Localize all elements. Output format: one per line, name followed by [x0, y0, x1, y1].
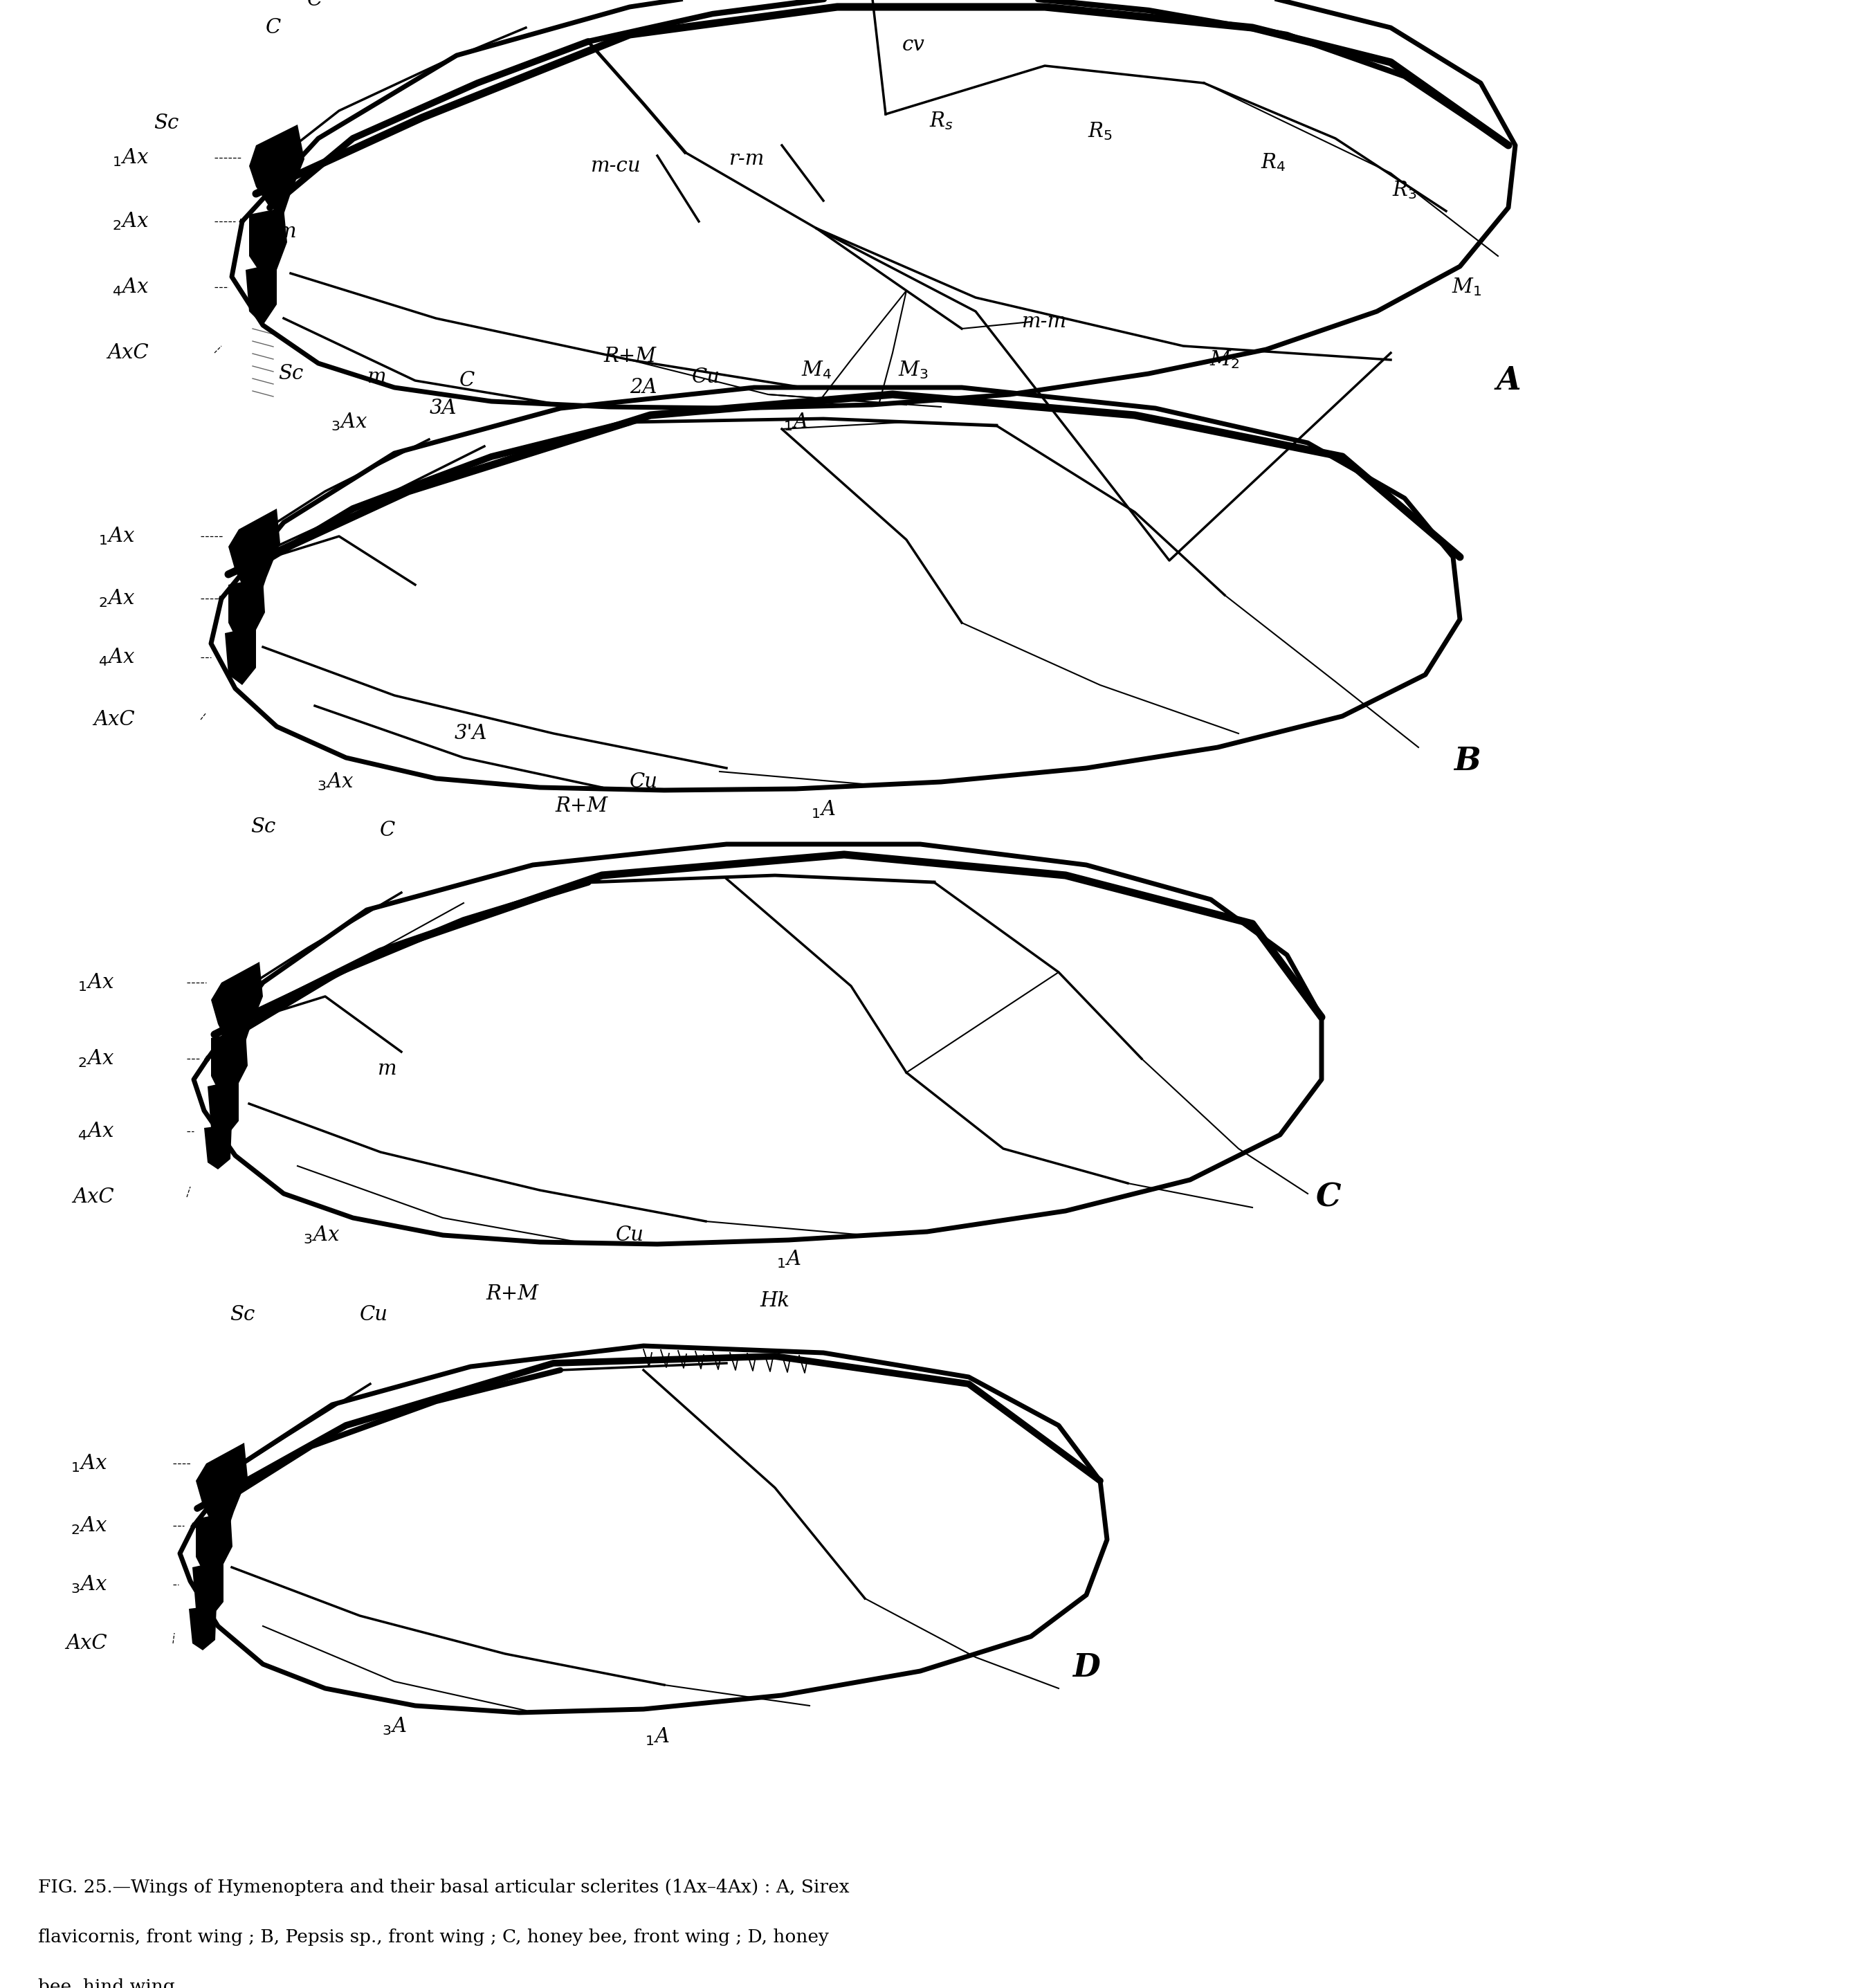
Text: C: C	[265, 18, 281, 38]
Text: 3A: 3A	[429, 398, 457, 417]
Text: $_3$A: $_3$A	[382, 1716, 406, 1738]
Text: $_4$Ax: $_4$Ax	[78, 1121, 114, 1141]
Text: $_3$Ax: $_3$Ax	[332, 412, 367, 433]
Polygon shape	[250, 125, 304, 215]
Text: C: C	[1316, 1181, 1340, 1213]
Text: $_1$Ax: $_1$Ax	[71, 1453, 108, 1475]
Text: bee, hind wing.: bee, hind wing.	[37, 1978, 181, 1988]
Text: R$_5$: R$_5$	[1089, 121, 1113, 141]
Text: $_4$Ax: $_4$Ax	[99, 646, 134, 668]
Polygon shape	[192, 1561, 224, 1618]
Text: FIG. 25.—Wings of Hymenoptera and their basal articular sclerites (1Ax–4Ax) : A,: FIG. 25.—Wings of Hymenoptera and their …	[37, 1879, 850, 1897]
Text: R+M: R+M	[487, 1284, 539, 1304]
Text: Hk: Hk	[761, 1290, 790, 1310]
Text: cv: cv	[902, 36, 925, 54]
Text: 3'A: 3'A	[455, 724, 487, 744]
Text: $_4$Ax: $_4$Ax	[112, 276, 149, 298]
Polygon shape	[211, 962, 263, 1052]
Text: Sc: Sc	[153, 113, 179, 133]
Text: C: C	[459, 372, 475, 390]
Text: r-m: r-m	[729, 149, 764, 169]
Text: Cu: Cu	[360, 1304, 388, 1324]
Text: m: m	[278, 223, 296, 241]
Text: M$_3$: M$_3$	[898, 360, 928, 382]
Polygon shape	[246, 262, 276, 326]
Text: R$_4$: R$_4$	[1260, 151, 1286, 173]
Text: Sc: Sc	[229, 1304, 255, 1324]
Polygon shape	[196, 1443, 248, 1533]
Text: R+M: R+M	[604, 346, 656, 366]
Text: m: m	[367, 368, 386, 388]
Text: Sc: Sc	[250, 817, 276, 837]
Text: 2A: 2A	[630, 378, 658, 398]
Text: D: D	[1072, 1652, 1100, 1684]
Polygon shape	[207, 1079, 239, 1139]
Text: m-m: m-m	[1021, 312, 1068, 332]
Polygon shape	[205, 1125, 231, 1169]
Text: $_1$A: $_1$A	[777, 1248, 802, 1270]
Text: R$_s$: R$_s$	[928, 111, 953, 131]
Polygon shape	[250, 207, 287, 276]
Polygon shape	[226, 626, 255, 686]
Text: $_3$Ax: $_3$Ax	[304, 1225, 339, 1246]
Text: $_3$Ax: $_3$Ax	[71, 1574, 108, 1594]
Polygon shape	[227, 579, 265, 644]
Polygon shape	[196, 1513, 233, 1578]
Text: M$_4$: M$_4$	[802, 360, 831, 382]
Text: Cu: Cu	[630, 771, 658, 791]
Text: R$_3$: R$_3$	[1392, 179, 1417, 201]
Text: $_2$Ax: $_2$Ax	[71, 1515, 108, 1537]
Text: AxC: AxC	[93, 710, 134, 730]
Polygon shape	[227, 509, 280, 598]
Text: m: m	[378, 1060, 397, 1079]
Text: M$_1$: M$_1$	[1452, 276, 1482, 298]
Text: $_3$Ax: $_3$Ax	[317, 771, 354, 793]
Text: $_1$Ax: $_1$Ax	[112, 147, 149, 169]
Text: $_2$Ax: $_2$Ax	[112, 211, 149, 233]
Text: $_1$Ax: $_1$Ax	[99, 525, 134, 547]
Text: $_1$A: $_1$A	[783, 412, 807, 433]
Text: Cu: Cu	[615, 1225, 643, 1244]
Text: $_2$Ax: $_2$Ax	[99, 588, 134, 608]
Text: A: A	[1497, 364, 1521, 396]
Text: AxC: AxC	[73, 1187, 114, 1207]
Text: C: C	[380, 821, 395, 841]
Polygon shape	[188, 1606, 216, 1650]
Text: m-cu: m-cu	[591, 157, 641, 175]
Text: $_1$A: $_1$A	[645, 1726, 669, 1747]
Text: C: C	[308, 0, 322, 10]
Text: AxC: AxC	[65, 1634, 108, 1654]
Text: B: B	[1454, 746, 1480, 777]
Text: flavicornis, front wing ; B, Pepsis sp., front wing ; C, honey bee, front wing ;: flavicornis, front wing ; B, Pepsis sp.,…	[37, 1928, 829, 1946]
Text: Sc: Sc	[278, 364, 304, 384]
Text: M$_2$: M$_2$	[1210, 350, 1240, 370]
Text: $_2$Ax: $_2$Ax	[78, 1048, 114, 1070]
Polygon shape	[211, 1032, 248, 1097]
Text: AxC: AxC	[108, 344, 149, 362]
Text: R+M: R+M	[555, 797, 608, 815]
Text: Cu: Cu	[692, 368, 720, 388]
Text: $_1$Ax: $_1$Ax	[78, 972, 114, 994]
Text: $_1$A: $_1$A	[811, 799, 835, 821]
